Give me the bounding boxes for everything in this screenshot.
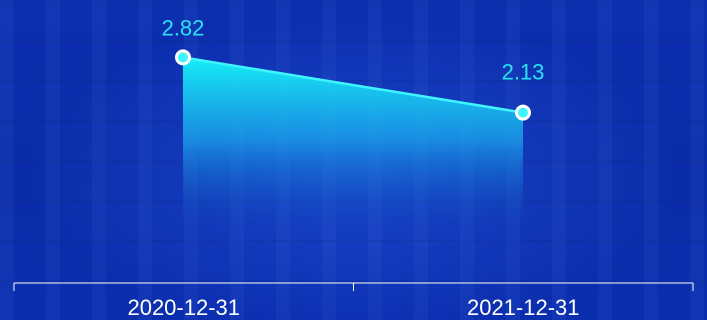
series-area: [183, 57, 523, 241]
x-axis: 2020-12-31 2021-12-31: [13, 282, 694, 320]
area-layer: [183, 57, 523, 241]
data-label-layer: 2.82 2.13: [162, 15, 545, 84]
x-tick-label-2: 2021-12-31: [467, 295, 580, 320]
data-point-1: [175, 49, 191, 66]
x-tick-label-1: 2020-12-31: [127, 295, 240, 320]
point-layer: [175, 49, 531, 121]
data-label-2: 2.13: [502, 60, 545, 85]
series-line: [181, 56, 525, 114]
data-point-2: [515, 104, 531, 121]
data-label-1: 2.82: [162, 15, 205, 40]
line-layer: [181, 56, 525, 114]
